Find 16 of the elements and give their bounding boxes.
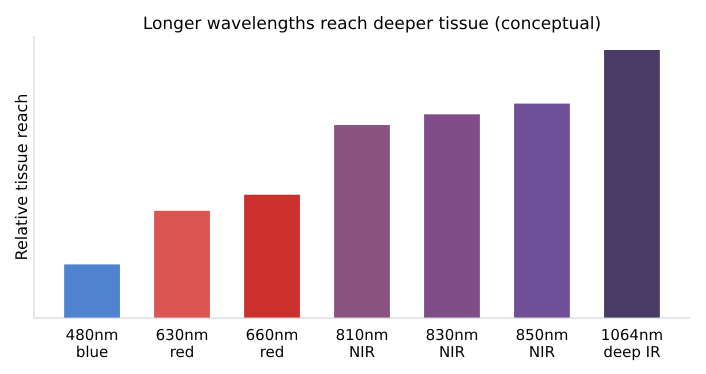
- bar: [244, 194, 300, 318]
- bar: [154, 210, 210, 318]
- x-tick-label: 1064nm deep IR: [600, 326, 664, 361]
- x-tick-label: 810nm NIR: [336, 326, 388, 361]
- bar: [514, 104, 570, 318]
- x-tick-label: 830nm NIR: [426, 326, 478, 361]
- bar: [334, 125, 390, 318]
- x-tick-label: 850nm NIR: [516, 326, 568, 361]
- bar: [424, 114, 480, 318]
- y-axis-title: Relative tissue reach: [12, 94, 31, 260]
- bar: [64, 264, 120, 318]
- x-tick-label: 630nm red: [156, 326, 208, 361]
- x-tick-label: 480nm blue: [66, 326, 118, 361]
- chart-title: Longer wavelengths reach deeper tissue (conceptual): [142, 14, 602, 34]
- bar: [604, 50, 660, 318]
- x-tick-label: 660nm red: [246, 326, 298, 361]
